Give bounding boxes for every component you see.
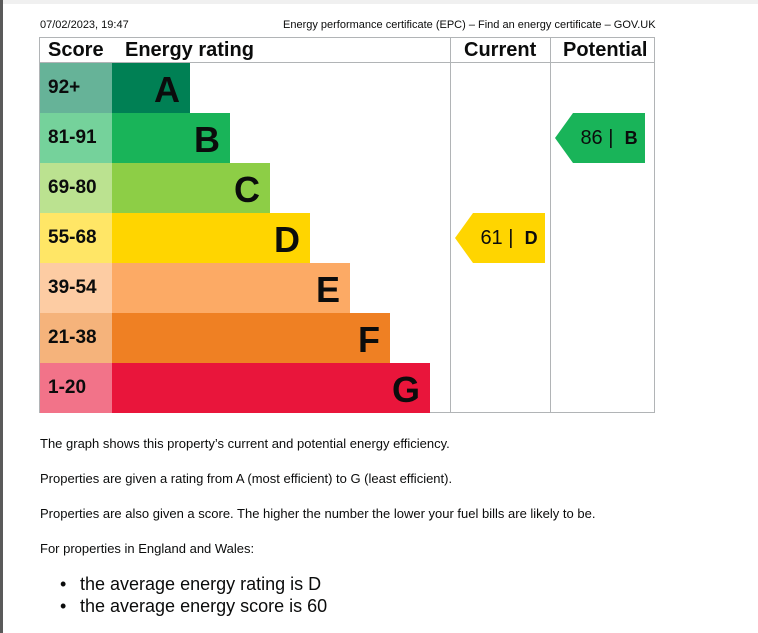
band-c: C	[112, 163, 270, 213]
window-top-edge	[3, 0, 758, 4]
header-divider	[40, 62, 654, 63]
current-rating-label: 61 | D	[480, 227, 538, 249]
band-letter: B	[194, 119, 220, 160]
potential-column-divider	[550, 38, 551, 412]
score-range-b: 81-91	[40, 113, 112, 163]
current-column-header: Current	[464, 39, 537, 61]
explanation-paragraph-1: The graph shows this property’s current …	[40, 436, 450, 451]
list-item: the average energy score is 60	[40, 595, 327, 617]
average-ratings-list: the average energy rating is D the avera…	[40, 573, 327, 617]
band-b: B	[112, 113, 230, 163]
potential-score: 86	[580, 127, 603, 149]
band-e: E	[112, 263, 350, 313]
explanation-paragraph-3: Properties are also given a score. The h…	[40, 506, 596, 521]
band-g: G	[112, 363, 430, 413]
band-letter: D	[274, 219, 300, 260]
current-column-divider	[450, 38, 451, 412]
band-f: F	[112, 313, 390, 363]
energy-rating-column-header: Energy rating	[125, 39, 254, 61]
potential-rating-arrow: 86 | B	[555, 113, 645, 163]
explanation-paragraph-2: Properties are given a rating from A (mo…	[40, 471, 453, 486]
print-datetime: 07/02/2023, 19:47	[40, 19, 129, 31]
regional-note: For properties in England and Wales:	[40, 541, 255, 556]
current-score: 61	[480, 227, 503, 249]
score-range-f: 21-38	[40, 313, 112, 363]
band-letter: F	[358, 319, 380, 360]
band-letter: G	[391, 369, 420, 410]
energy-rating-chart: Score Energy rating Current Potential 92…	[39, 37, 655, 413]
potential-rating-label: 86 | B	[580, 127, 638, 149]
window-left-edge	[0, 0, 3, 633]
potential-column-header: Potential	[563, 39, 648, 61]
score-column-header: Score	[48, 39, 104, 61]
band-letter: E	[315, 269, 340, 310]
band-letter: A	[154, 69, 180, 110]
score-range-a: 92+	[40, 63, 112, 113]
current-letter: D	[524, 228, 538, 248]
band-letter: C	[234, 169, 260, 210]
score-range-c: 69-80	[40, 163, 112, 213]
band-d: D	[112, 213, 310, 263]
score-range-e: 39-54	[40, 263, 112, 313]
score-range-d: 55-68	[40, 213, 112, 263]
current-rating-arrow: 61 | D	[455, 213, 545, 263]
print-page-title: Energy performance certificate (EPC) – F…	[283, 19, 656, 31]
score-range-g: 1-20	[40, 363, 112, 413]
potential-letter: B	[624, 128, 638, 148]
list-item: the average energy rating is D	[40, 573, 327, 595]
band-a: A	[112, 63, 190, 113]
